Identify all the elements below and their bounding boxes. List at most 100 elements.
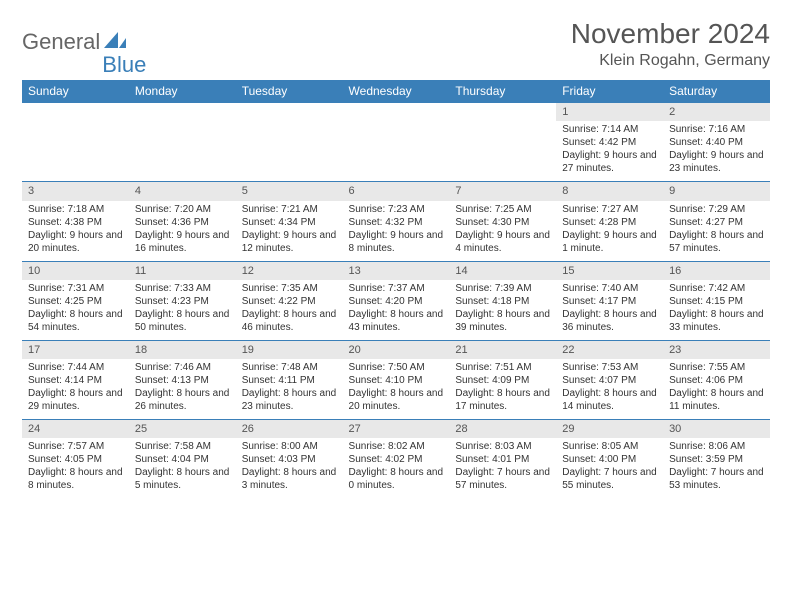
sunrise-text: Sunrise: 7:46 AM	[135, 361, 230, 374]
logo: General Blue	[22, 18, 146, 66]
logo-text-general: General	[22, 29, 100, 55]
daylight-text: Daylight: 9 hours and 20 minutes.	[28, 229, 123, 255]
daylight-text: Daylight: 8 hours and 17 minutes.	[455, 387, 550, 413]
daylight-text: Daylight: 8 hours and 23 minutes.	[242, 387, 337, 413]
daylight-text: Daylight: 9 hours and 23 minutes.	[669, 149, 764, 175]
day-content-cell: Sunrise: 7:29 AMSunset: 4:27 PMDaylight:…	[663, 201, 770, 262]
day-number-cell	[236, 103, 343, 122]
day-number-cell: 9	[663, 182, 770, 201]
day-number-cell: 17	[22, 340, 129, 359]
day-content-cell: Sunrise: 7:50 AMSunset: 4:10 PMDaylight:…	[343, 359, 450, 420]
sunset-text: Sunset: 4:14 PM	[28, 374, 123, 387]
sunset-text: Sunset: 4:42 PM	[562, 136, 657, 149]
sunset-text: Sunset: 3:59 PM	[669, 453, 764, 466]
day-content-cell: Sunrise: 7:20 AMSunset: 4:36 PMDaylight:…	[129, 201, 236, 262]
day-header: Friday	[556, 80, 663, 103]
day-content-cell: Sunrise: 7:35 AMSunset: 4:22 PMDaylight:…	[236, 280, 343, 341]
sunrise-text: Sunrise: 7:27 AM	[562, 203, 657, 216]
day-content-cell: Sunrise: 7:58 AMSunset: 4:04 PMDaylight:…	[129, 438, 236, 498]
sunset-text: Sunset: 4:10 PM	[349, 374, 444, 387]
day-content-cell: Sunrise: 8:02 AMSunset: 4:02 PMDaylight:…	[343, 438, 450, 498]
logo-sail-icon	[104, 30, 126, 55]
sunrise-text: Sunrise: 8:05 AM	[562, 440, 657, 453]
day-content-cell: Sunrise: 7:16 AMSunset: 4:40 PMDaylight:…	[663, 121, 770, 182]
sunrise-text: Sunrise: 7:48 AM	[242, 361, 337, 374]
day-content-cell	[129, 121, 236, 182]
sunset-text: Sunset: 4:32 PM	[349, 216, 444, 229]
sunrise-text: Sunrise: 8:02 AM	[349, 440, 444, 453]
sunrise-text: Sunrise: 7:39 AM	[455, 282, 550, 295]
daynum-row: 24252627282930	[22, 420, 770, 439]
day-number-cell: 16	[663, 261, 770, 280]
sunrise-text: Sunrise: 7:23 AM	[349, 203, 444, 216]
day-content-cell: Sunrise: 7:14 AMSunset: 4:42 PMDaylight:…	[556, 121, 663, 182]
sunrise-text: Sunrise: 7:20 AM	[135, 203, 230, 216]
sunset-text: Sunset: 4:38 PM	[28, 216, 123, 229]
content-row: Sunrise: 7:31 AMSunset: 4:25 PMDaylight:…	[22, 280, 770, 341]
day-content-cell: Sunrise: 7:51 AMSunset: 4:09 PMDaylight:…	[449, 359, 556, 420]
day-number-cell: 11	[129, 261, 236, 280]
day-content-cell: Sunrise: 8:05 AMSunset: 4:00 PMDaylight:…	[556, 438, 663, 498]
sunrise-text: Sunrise: 7:21 AM	[242, 203, 337, 216]
day-number-cell: 15	[556, 261, 663, 280]
day-number-cell: 10	[22, 261, 129, 280]
daylight-text: Daylight: 7 hours and 53 minutes.	[669, 466, 764, 492]
sunrise-text: Sunrise: 7:25 AM	[455, 203, 550, 216]
day-header: Tuesday	[236, 80, 343, 103]
sunset-text: Sunset: 4:05 PM	[28, 453, 123, 466]
sunrise-text: Sunrise: 7:58 AM	[135, 440, 230, 453]
day-number-cell: 14	[449, 261, 556, 280]
day-number-cell: 23	[663, 340, 770, 359]
day-content-cell: Sunrise: 7:25 AMSunset: 4:30 PMDaylight:…	[449, 201, 556, 262]
day-number-cell: 2	[663, 103, 770, 122]
sunrise-text: Sunrise: 7:29 AM	[669, 203, 764, 216]
day-header: Monday	[129, 80, 236, 103]
daylight-text: Daylight: 9 hours and 4 minutes.	[455, 229, 550, 255]
sunset-text: Sunset: 4:06 PM	[669, 374, 764, 387]
sunset-text: Sunset: 4:40 PM	[669, 136, 764, 149]
sunset-text: Sunset: 4:27 PM	[669, 216, 764, 229]
sunrise-text: Sunrise: 7:14 AM	[562, 123, 657, 136]
day-number-cell: 28	[449, 420, 556, 439]
day-content-cell: Sunrise: 7:31 AMSunset: 4:25 PMDaylight:…	[22, 280, 129, 341]
day-header: Saturday	[663, 80, 770, 103]
sunset-text: Sunset: 4:03 PM	[242, 453, 337, 466]
day-number-cell: 5	[236, 182, 343, 201]
day-number-cell	[22, 103, 129, 122]
sunrise-text: Sunrise: 7:37 AM	[349, 282, 444, 295]
sunset-text: Sunset: 4:17 PM	[562, 295, 657, 308]
day-content-cell: Sunrise: 8:00 AMSunset: 4:03 PMDaylight:…	[236, 438, 343, 498]
daylight-text: Daylight: 8 hours and 8 minutes.	[28, 466, 123, 492]
daylight-text: Daylight: 9 hours and 27 minutes.	[562, 149, 657, 175]
daylight-text: Daylight: 9 hours and 12 minutes.	[242, 229, 337, 255]
daylight-text: Daylight: 7 hours and 55 minutes.	[562, 466, 657, 492]
day-content-cell: Sunrise: 7:42 AMSunset: 4:15 PMDaylight:…	[663, 280, 770, 341]
sunrise-text: Sunrise: 7:18 AM	[28, 203, 123, 216]
daylight-text: Daylight: 8 hours and 33 minutes.	[669, 308, 764, 334]
sunrise-text: Sunrise: 7:40 AM	[562, 282, 657, 295]
sunset-text: Sunset: 4:22 PM	[242, 295, 337, 308]
daylight-text: Daylight: 8 hours and 43 minutes.	[349, 308, 444, 334]
day-content-cell	[22, 121, 129, 182]
day-content-cell: Sunrise: 7:18 AMSunset: 4:38 PMDaylight:…	[22, 201, 129, 262]
day-number-cell: 7	[449, 182, 556, 201]
sunset-text: Sunset: 4:01 PM	[455, 453, 550, 466]
day-number-cell: 6	[343, 182, 450, 201]
sunset-text: Sunset: 4:20 PM	[349, 295, 444, 308]
daylight-text: Daylight: 8 hours and 14 minutes.	[562, 387, 657, 413]
daylight-text: Daylight: 8 hours and 26 minutes.	[135, 387, 230, 413]
sunset-text: Sunset: 4:34 PM	[242, 216, 337, 229]
sunset-text: Sunset: 4:00 PM	[562, 453, 657, 466]
day-content-cell: Sunrise: 7:55 AMSunset: 4:06 PMDaylight:…	[663, 359, 770, 420]
day-content-cell: Sunrise: 7:23 AMSunset: 4:32 PMDaylight:…	[343, 201, 450, 262]
day-content-cell: Sunrise: 7:37 AMSunset: 4:20 PMDaylight:…	[343, 280, 450, 341]
sunrise-text: Sunrise: 8:06 AM	[669, 440, 764, 453]
day-number-cell: 13	[343, 261, 450, 280]
day-number-cell: 4	[129, 182, 236, 201]
day-number-cell: 25	[129, 420, 236, 439]
day-number-cell	[449, 103, 556, 122]
sunrise-text: Sunrise: 7:44 AM	[28, 361, 123, 374]
content-row: Sunrise: 7:14 AMSunset: 4:42 PMDaylight:…	[22, 121, 770, 182]
day-number-cell: 8	[556, 182, 663, 201]
day-content-cell	[236, 121, 343, 182]
